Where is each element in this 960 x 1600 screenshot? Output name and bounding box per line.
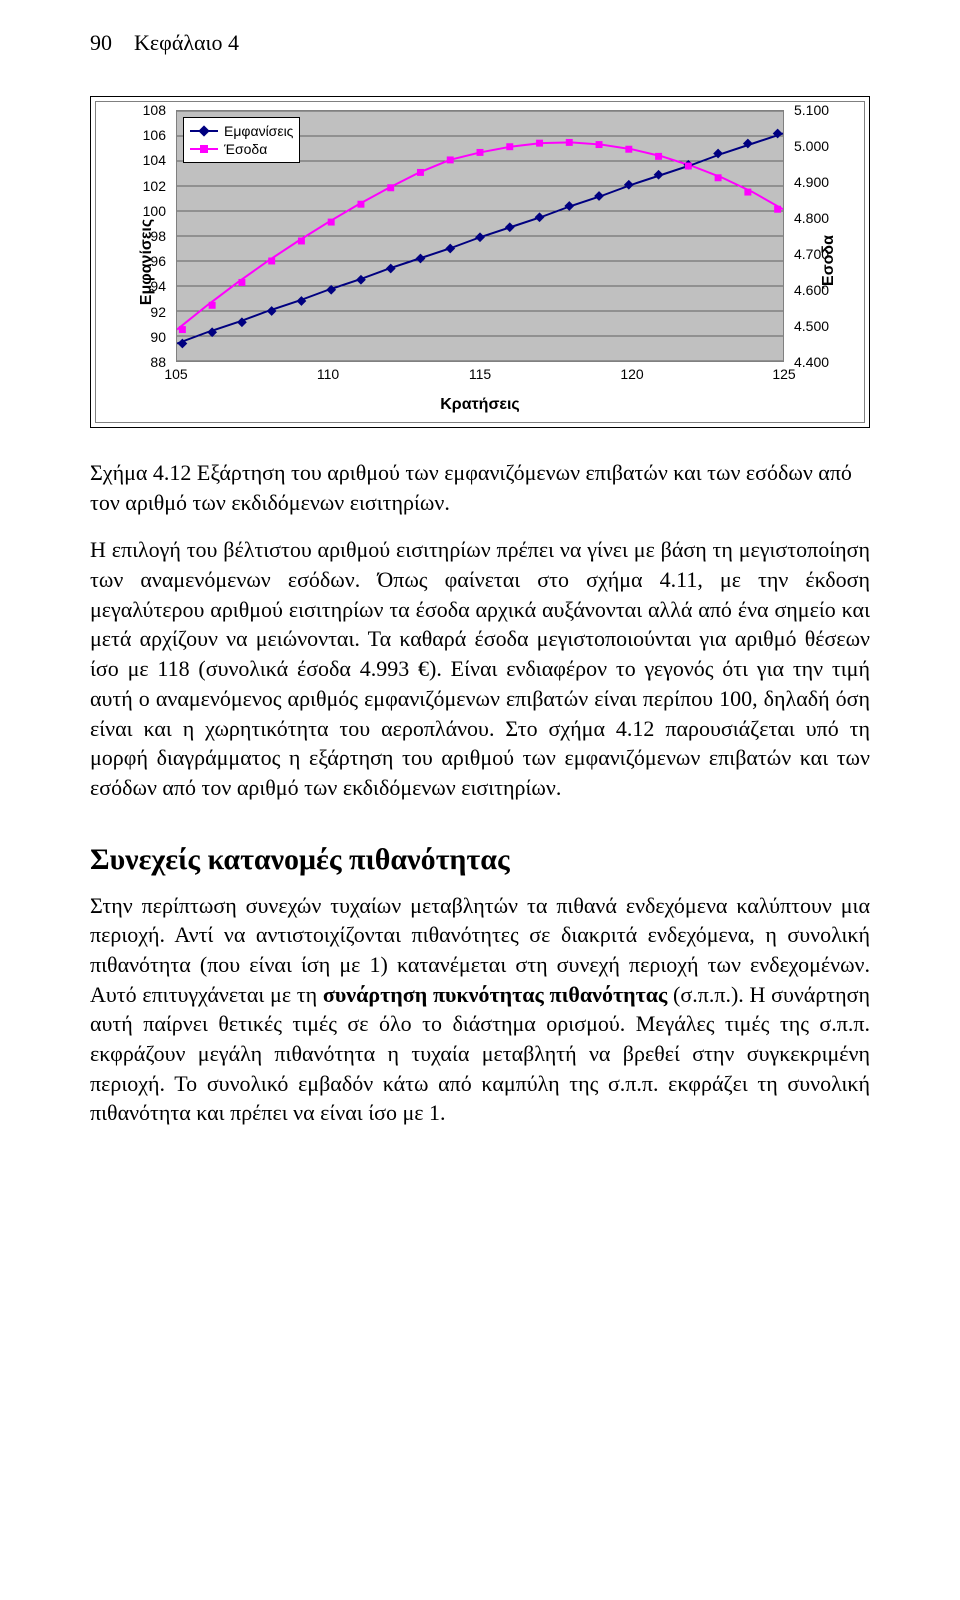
legend-item-1: Εμφανίσεις <box>190 122 293 140</box>
y1-ticks: 889092949698100102104106108 <box>96 110 172 362</box>
legend-mark-1 <box>190 125 218 137</box>
y2-ticks: 4.4004.5004.6004.7004.8004.9005.0005.100 <box>788 110 864 362</box>
chapter-label: Κεφάλαιο 4 <box>134 30 239 55</box>
section-heading: Συνεχείς κατανομές πιθανότητας <box>90 843 870 877</box>
legend-item-2: Έσοδα <box>190 140 293 158</box>
legend-label-1: Εμφανίσεις <box>224 123 293 139</box>
chart-container: Εμφανίσεις Έσοδα Κρατήσεις 8890929496981… <box>90 96 870 428</box>
page-header: 90 Κεφάλαιο 4 <box>90 30 870 56</box>
p2-bold: συνάρτηση πυκνότητας πιθανότητας <box>323 982 667 1007</box>
paragraph-1: Η επιλογή του βέλτιστου αριθμού εισιτηρί… <box>90 535 870 802</box>
legend-label-2: Έσοδα <box>224 141 267 157</box>
plot-area: Εμφανίσεις Έσοδα <box>176 110 784 362</box>
legend-mark-2 <box>190 143 218 155</box>
legend: Εμφανίσεις Έσοδα <box>183 117 300 163</box>
paragraph-2: Στην περίπτωση συνεχών τυχαίων μεταβλητώ… <box>90 891 870 1129</box>
page-number: 90 <box>90 30 112 55</box>
x-axis-label: Κρατήσεις <box>96 396 864 414</box>
page: 90 Κεφάλαιο 4 Εμφανίσεις Έσοδα Κρατήσεις… <box>0 0 960 1228</box>
figure-caption: Σχήμα 4.12 Εξάρτηση του αριθμού των εμφα… <box>90 458 870 517</box>
x-ticks: 105110115120125 <box>176 366 784 386</box>
chart: Εμφανίσεις Έσοδα Κρατήσεις 8890929496981… <box>95 101 865 423</box>
